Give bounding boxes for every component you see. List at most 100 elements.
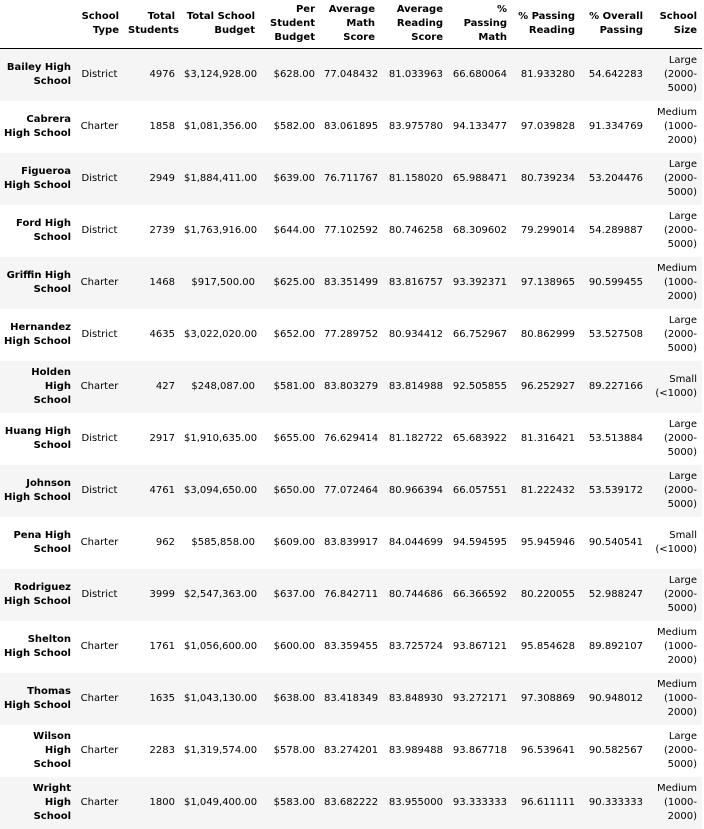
table-cell: $655.00 — [260, 413, 320, 465]
table-cell: 53.513884 — [580, 413, 648, 465]
cell-value: 54.289887 — [588, 224, 643, 236]
table-cell: 66.057551 — [448, 465, 512, 517]
column-header: % Passing Math — [448, 0, 512, 49]
cell-value: $1,056,600.00 — [184, 640, 258, 652]
table-cell: District — [76, 569, 124, 621]
school-name-cell: Bailey High School — [0, 49, 76, 101]
table-cell: 83.839917 — [320, 517, 380, 569]
cell-value: $585,858.00 — [191, 536, 255, 548]
cell-value: Large (2000- 5000) — [664, 470, 697, 510]
table-cell: 4761 — [124, 465, 180, 517]
table-cell: 93.867121 — [448, 621, 512, 673]
table-cell: 93.392371 — [448, 257, 512, 309]
table-cell: 79.299014 — [512, 205, 580, 257]
cell-value: 1858 — [149, 120, 175, 132]
cell-value: Charter — [80, 120, 119, 132]
column-header: Average Reading Score — [380, 0, 448, 49]
cell-value: $3,094,650.00 — [184, 484, 258, 496]
table-cell: 68.309602 — [448, 205, 512, 257]
cell-value: $3,124,928.00 — [184, 68, 258, 80]
cell-value: 89.892107 — [588, 640, 643, 652]
cell-value: 83.989488 — [388, 744, 443, 756]
cell-value: 79.299014 — [520, 224, 575, 236]
cell-value: Large (2000- 5000) — [664, 574, 697, 614]
table-cell: $1,081,356.00 — [180, 101, 260, 153]
school-name-cell: Hernandez High School — [0, 309, 76, 361]
column-header: % Passing Reading — [512, 0, 580, 49]
table-cell: $3,094,650.00 — [180, 465, 260, 517]
cell-value: 83.955000 — [388, 796, 443, 808]
cell-value: 81.158020 — [388, 172, 443, 184]
table-cell: 81.158020 — [380, 153, 448, 205]
column-header: Per Student Budget — [260, 0, 320, 49]
cell-value: 83.803279 — [324, 380, 379, 392]
table-cell: 1635 — [124, 673, 180, 725]
cell-value: $1,319,574.00 — [184, 744, 258, 756]
school-name-cell: Wright High School — [0, 777, 76, 829]
table-cell: 83.725724 — [380, 621, 448, 673]
table-row: Griffin High School Charter 1468 $917,500.0… — [0, 256, 702, 309]
cell-value: 76.711767 — [324, 172, 379, 184]
cell-value: 77.048432 — [324, 68, 379, 80]
cell-value: 83.839917 — [324, 536, 379, 548]
school-name-cell: Cabrera High School — [0, 101, 76, 153]
column-header-label: Per Student Budget — [270, 4, 315, 43]
table-cell: 93.333333 — [448, 777, 512, 829]
school-name: Holden High School — [31, 366, 71, 406]
cell-value: $917,500.00 — [191, 276, 255, 288]
table-cell: Medium (1000- 2000) — [648, 621, 702, 673]
cell-value: 97.039828 — [520, 120, 575, 132]
table-cell: 93.272171 — [448, 673, 512, 725]
table-cell: 53.539172 — [580, 465, 648, 517]
cell-value: 81.182722 — [388, 432, 443, 444]
table-cell: 95.945946 — [512, 517, 580, 569]
cell-value: 97.138965 — [520, 276, 575, 288]
table-row: Hernandez High School District 4635 $3,022,… — [0, 309, 702, 361]
cell-value: 80.744686 — [388, 588, 443, 600]
index-header — [0, 0, 76, 49]
cell-value: 77.072464 — [324, 484, 379, 496]
cell-value: 93.392371 — [452, 276, 507, 288]
table-cell: Large (2000- 5000) — [648, 205, 702, 257]
cell-value: 77.102592 — [324, 224, 379, 236]
cell-value: District — [81, 172, 118, 184]
table-cell: $628.00 — [260, 49, 320, 101]
cell-value: 92.505855 — [452, 380, 507, 392]
cell-value: $582.00 — [273, 120, 315, 132]
table-cell: 77.072464 — [320, 465, 380, 517]
table-cell: 66.752967 — [448, 309, 512, 361]
school-name-cell: Griffin High School — [0, 257, 76, 309]
table-cell: 66.366592 — [448, 569, 512, 621]
table-cell: Charter — [76, 257, 124, 309]
table-cell: Large (2000- 5000) — [648, 153, 702, 205]
table-cell: Large (2000- 5000) — [648, 569, 702, 621]
column-header: Total School Budget — [180, 0, 260, 49]
cell-value: 95.854628 — [520, 640, 575, 652]
table-cell: 81.222432 — [512, 465, 580, 517]
school-name: Thomas High School — [4, 685, 71, 711]
table-row: Cabrera High School Charter 1858 $1,081,356… — [0, 101, 702, 153]
table-cell: 2949 — [124, 153, 180, 205]
column-header: School Size — [648, 0, 702, 49]
table-row: Wilson High School Charter 2283 $1,319,574.… — [0, 725, 702, 777]
table-row: Huang High School District 2917 $1,910,635.… — [0, 413, 702, 465]
cell-value: $639.00 — [273, 172, 315, 184]
table-cell: $585,858.00 — [180, 517, 260, 569]
cell-value: $578.00 — [273, 744, 315, 756]
cell-value: 2739 — [149, 224, 175, 236]
table-cell: 83.989488 — [380, 725, 448, 777]
table-cell: Large (2000- 5000) — [648, 413, 702, 465]
table-cell: 54.642283 — [580, 49, 648, 101]
cell-value: 53.204476 — [588, 172, 643, 184]
table-cell: 65.988471 — [448, 153, 512, 205]
cell-value: Large (2000- 5000) — [664, 314, 697, 354]
table-cell: Medium (1000- 2000) — [648, 777, 702, 829]
cell-value: $1,043,130.00 — [184, 692, 258, 704]
cell-value: 53.513884 — [588, 432, 643, 444]
column-header-label: Average Math Score — [328, 4, 375, 43]
cell-value: Small (<1000) — [655, 373, 697, 399]
cell-value: 81.033963 — [388, 68, 443, 80]
cell-value: $248,087.00 — [191, 380, 255, 392]
table-cell: $1,056,600.00 — [180, 621, 260, 673]
table-row: Pena High School Charter 962 $585,858.00 $60… — [0, 517, 702, 569]
